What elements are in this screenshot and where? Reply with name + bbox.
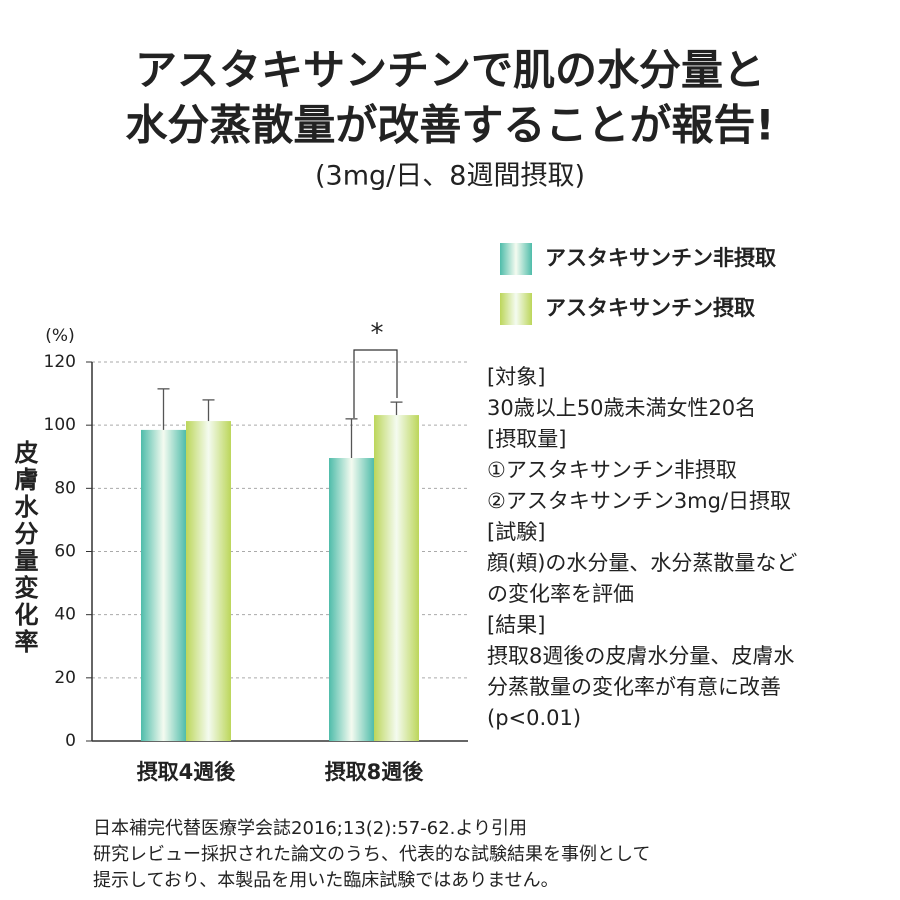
- note-line: [対象]: [487, 365, 545, 389]
- note-line: [結果]: [487, 613, 545, 637]
- x-tick-label: 摂取4週後: [137, 760, 237, 784]
- bar: [329, 458, 374, 741]
- legend-swatch: [500, 243, 532, 275]
- footer-line: 研究レビュー採択された論文のうち、代表的な試験結果を事例として: [93, 844, 650, 865]
- legend-swatch: [500, 293, 532, 325]
- note-line: 分蒸散量の変化率が有意に改善: [487, 675, 781, 699]
- y-unit: (%): [45, 326, 74, 346]
- chart-subtitle: (3mg/日、8週間摂取): [315, 161, 585, 192]
- significance-bracket: [353, 349, 398, 418]
- y-tick-label: 120: [44, 352, 76, 372]
- chart-title: アスタキサンチンで肌の水分量と: [135, 46, 765, 95]
- note-line: 摂取8週後の皮膚水分量、皮膚水: [487, 644, 794, 668]
- bar: [374, 415, 419, 741]
- significance-mark: *: [371, 319, 384, 349]
- y-axis-label: 皮膚水分量変化率: [10, 440, 38, 656]
- bar: [186, 421, 231, 741]
- note-line: [摂取量]: [487, 427, 566, 451]
- y-tick-label: 20: [54, 668, 76, 688]
- note-line: 30歳以上50歳未満女性20名: [487, 396, 756, 420]
- note-line: 顔(頬)の水分量、水分蒸散量など: [487, 551, 797, 575]
- note-line: の変化率を評価: [487, 582, 634, 606]
- note-line: [試験]: [487, 520, 545, 544]
- note-line: ①アスタキサンチン非摂取: [487, 458, 737, 482]
- x-tick-label: 摂取8週後: [325, 760, 425, 784]
- y-tick-label: 100: [44, 415, 76, 435]
- y-tick-label: 60: [54, 542, 76, 562]
- y-tick-label: 80: [54, 478, 76, 498]
- y-tick-label: 40: [54, 605, 76, 625]
- legend-label: アスタキサンチン非摂取: [545, 246, 776, 270]
- footer-line: 提示しており、本製品を用いた臨床試験ではありません。: [93, 870, 559, 891]
- legend-label: アスタキサンチン摂取: [545, 296, 755, 320]
- chart-title: 水分蒸散量が改善することが報告!: [125, 101, 774, 150]
- note-line: (p<0.01): [487, 706, 581, 730]
- note-line: ②アスタキサンチン3mg/日摂取: [487, 489, 791, 513]
- bar: [141, 429, 186, 741]
- footer-line: 日本補完代替医療学会誌2016;13(2):57-62.より引用: [93, 818, 527, 839]
- y-tick-label: 0: [65, 731, 76, 751]
